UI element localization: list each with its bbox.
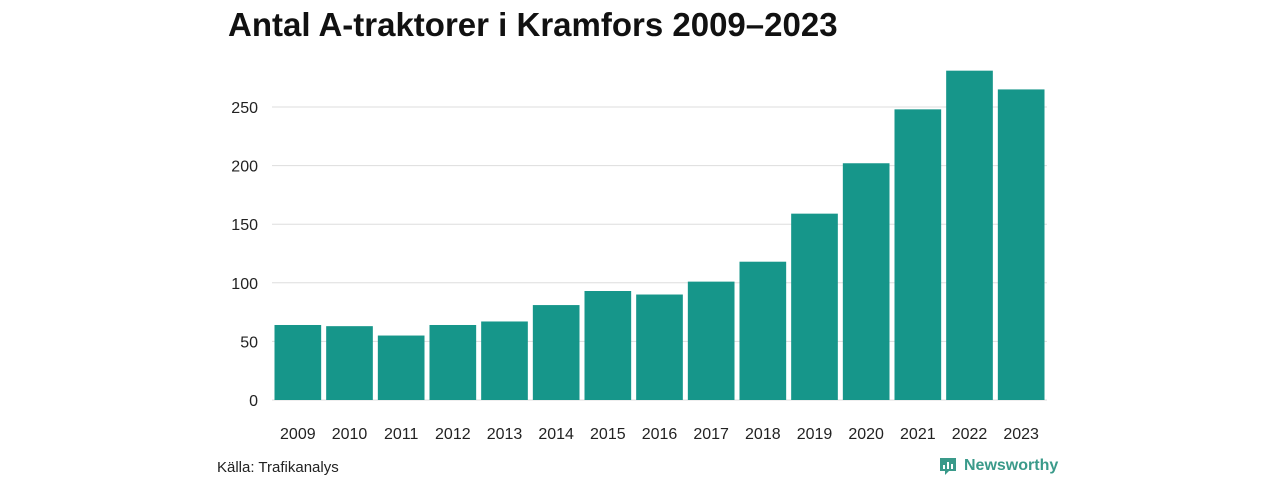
bar-2019 bbox=[791, 213, 838, 400]
bars bbox=[274, 70, 1045, 401]
y-tick-label: 200 bbox=[231, 159, 258, 176]
x-tick-label: 2022 bbox=[952, 426, 988, 443]
x-tick-label: 2011 bbox=[384, 426, 419, 443]
bar-2023 bbox=[997, 89, 1045, 401]
y-axis-ticks: 0 50 100 150 200 250 bbox=[231, 100, 258, 410]
newsworthy-logo-icon bbox=[940, 458, 956, 475]
source-note: Källa: Trafikanalys bbox=[217, 459, 339, 476]
x-tick-label: 2013 bbox=[487, 426, 523, 443]
y-tick-label: 150 bbox=[231, 217, 258, 234]
bar-2022 bbox=[946, 70, 993, 400]
bar-2016 bbox=[636, 294, 683, 400]
x-tick-label: 2018 bbox=[745, 426, 781, 443]
bar-2021 bbox=[894, 109, 942, 401]
x-tick-label: 2023 bbox=[1003, 426, 1039, 443]
y-tick-label: 50 bbox=[240, 334, 258, 351]
bar-2011 bbox=[377, 335, 425, 400]
bar-2014 bbox=[532, 305, 580, 400]
brand: Newsworthy bbox=[938, 456, 1058, 476]
bar-2009 bbox=[274, 324, 322, 400]
bar-2018 bbox=[739, 261, 787, 400]
x-tick-label: 2020 bbox=[848, 426, 884, 443]
x-tick-label: 2019 bbox=[797, 426, 833, 443]
bar-2015 bbox=[584, 291, 632, 400]
x-tick-label: 2010 bbox=[332, 426, 368, 443]
bar-2010 bbox=[326, 326, 373, 400]
bar-2017 bbox=[687, 281, 735, 400]
bar-2013 bbox=[481, 321, 528, 400]
y-tick-label: 0 bbox=[249, 393, 258, 410]
bar-2012 bbox=[429, 324, 477, 400]
x-tick-label: 2015 bbox=[590, 426, 626, 443]
x-tick-label: 2009 bbox=[280, 426, 316, 443]
bar-2020 bbox=[842, 163, 890, 400]
x-tick-label: 2014 bbox=[538, 426, 574, 443]
y-tick-label: 100 bbox=[231, 276, 258, 293]
x-axis-ticks: 2009 2010 2011 2012 2013 2014 2015 2016 2017 2018… bbox=[280, 426, 1039, 443]
y-tick-label: 250 bbox=[231, 100, 258, 117]
chart-title: Antal A-traktorer i Kramfors 2009–2023 bbox=[228, 6, 838, 43]
x-tick-label: 2012 bbox=[435, 426, 471, 443]
brand-name: Newsworthy bbox=[964, 457, 1059, 474]
x-tick-label: 2016 bbox=[642, 426, 678, 443]
x-tick-label: 2017 bbox=[693, 426, 729, 443]
x-tick-label: 2021 bbox=[900, 426, 936, 443]
